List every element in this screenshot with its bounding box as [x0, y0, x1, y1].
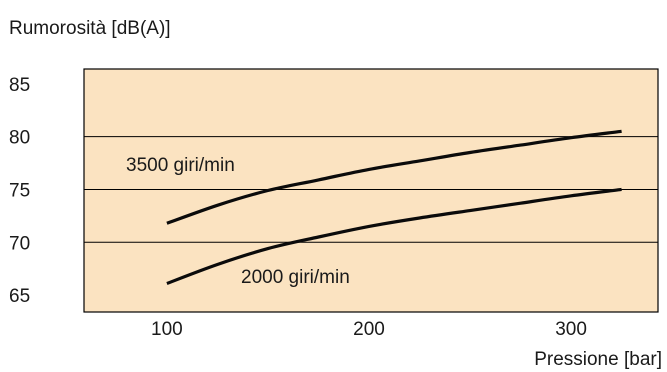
- x-tick-labels: 100 200 300: [151, 319, 587, 340]
- plot-area: [83, 68, 659, 313]
- y-tick-labels: 65 70 75 80 85: [9, 75, 30, 307]
- series-label-2000: 2000 giri/min: [241, 267, 350, 288]
- x-tick-label: 200: [353, 319, 385, 340]
- y-tick-label: 80: [9, 128, 30, 149]
- y-tick-label: 75: [9, 180, 30, 201]
- series-line-1: [166, 187, 622, 285]
- gridlines: [84, 136, 658, 243]
- x-axis-title: Pressione [bar]: [534, 349, 662, 370]
- series-label-3500: 3500 giri/min: [126, 155, 235, 176]
- y-tick-label: 85: [9, 75, 30, 96]
- series-lines: [166, 129, 622, 285]
- y-axis-title: Rumorosità [dB(A)]: [9, 18, 171, 39]
- x-tick-label: 100: [151, 319, 183, 340]
- x-tick-label: 300: [555, 319, 587, 340]
- y-tick-label: 70: [9, 233, 30, 254]
- series-line-0: [166, 129, 622, 225]
- y-tick-label: 65: [9, 286, 30, 307]
